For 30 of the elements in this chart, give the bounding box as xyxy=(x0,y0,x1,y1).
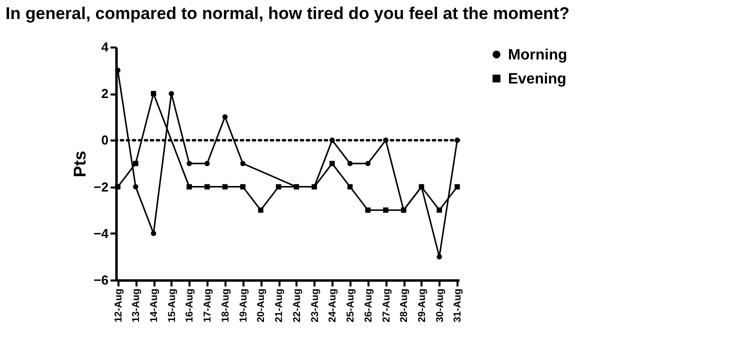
legend-label: Morning xyxy=(508,46,568,64)
x-tick-label: 17-Aug xyxy=(202,288,214,322)
x-tick-label: 27-Aug xyxy=(381,288,392,322)
x-tick-label: 13-Aug xyxy=(131,288,142,322)
y-tick-label: −4 xyxy=(94,226,110,241)
x-tick-label: 18-Aug xyxy=(220,288,232,322)
x-tick-label: 25-Aug xyxy=(346,288,357,322)
x-tick-label: 16-Aug xyxy=(184,288,196,322)
x-tick-label: 21-Aug xyxy=(274,288,286,322)
y-tick-label: 4 xyxy=(101,40,110,54)
x-tick-label: 28-Aug xyxy=(399,288,410,322)
chart-title: In general, compared to normal, how tired do you feel at the moment? xyxy=(6,4,570,23)
x-tick-label: 19-Aug xyxy=(238,288,250,322)
y-tick-label: −6 xyxy=(94,272,108,288)
x-tick-label: 23-Aug xyxy=(310,288,321,322)
x-tick-label: 14-Aug xyxy=(149,288,160,322)
x-tick-label: 15-Aug xyxy=(166,288,178,322)
x-tick-label: 30-Aug xyxy=(434,288,446,322)
x-tick-label: 20-Aug xyxy=(256,288,268,322)
y-tick-label: 0 xyxy=(101,132,108,148)
legend-label: Evening xyxy=(508,70,566,88)
x-tick-label: 29-Aug xyxy=(416,288,428,322)
x-tick-label: 26-Aug xyxy=(363,288,374,322)
x-tick-label: 22-Aug xyxy=(292,288,303,322)
y-tick-label: 2 xyxy=(101,86,108,102)
x-tick-label: 31-Aug xyxy=(452,288,464,322)
y-tick-label: −2 xyxy=(94,179,108,194)
x-tick-label: 12-Aug xyxy=(113,288,124,322)
y-axis-title: Pts xyxy=(70,150,90,178)
x-tick-label: 24-Aug xyxy=(328,288,339,322)
